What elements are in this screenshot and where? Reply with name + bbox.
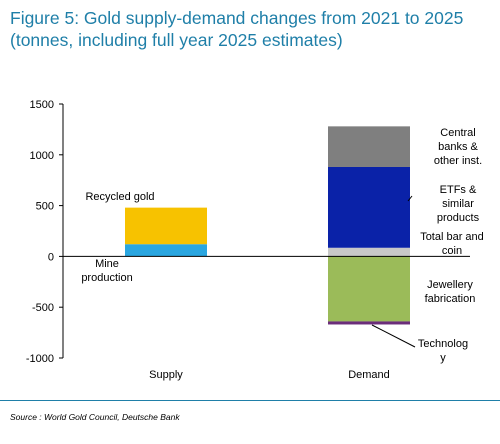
annotation-leader-technology — [371, 324, 416, 348]
annotation-leader-etf — [407, 195, 413, 202]
annotation-central-banks: Central banks & other inst. — [434, 127, 482, 167]
annotation-layer: Recycled gold Mine production Central banks … — [81, 127, 483, 364]
annotation-total-bar-coin: Total bar and coin — [420, 231, 484, 257]
bar-demand-jewellery-fabrication — [328, 256, 410, 322]
annotation-etfs: ETFs & similar products — [437, 184, 480, 224]
title-line-2: (tonnes, including full year 2025 estima… — [10, 30, 343, 50]
axes-layer: -1000 -500 0 500 1000 1500 Supply Demand — [26, 99, 470, 381]
y-tick-label: -1000 — [26, 353, 54, 365]
y-tick-label: 0 — [48, 251, 54, 263]
chart-title: Figure 5: Gold supply-demand changes fro… — [10, 7, 496, 51]
x-tick-label: Demand — [348, 369, 390, 381]
annotation-mine-production: Mine production — [81, 258, 132, 284]
bar-layer — [125, 126, 410, 325]
annotation-recycled-gold: Recycled gold — [85, 191, 154, 203]
source-note: Source : World Gold Council, Deutsche Ba… — [10, 412, 180, 422]
bar-demand-central-banks-other-inst — [328, 126, 410, 167]
y-tick-label: 1000 — [30, 150, 54, 162]
title-line-1: Figure 5: Gold supply-demand changes fro… — [10, 8, 464, 28]
annotation-jewellery: Jewellery fabrication — [425, 279, 476, 305]
y-tick-label: -500 — [32, 302, 54, 314]
y-tick-label: 1500 — [30, 99, 54, 111]
bar-supply-mine-production — [125, 244, 207, 257]
bar-demand-technology — [328, 321, 410, 325]
bar-supply-recycled-gold — [125, 207, 207, 245]
x-tick-label: Supply — [149, 369, 183, 381]
annotation-technology: Technolog y — [418, 338, 468, 364]
y-tick-label: 500 — [36, 201, 54, 213]
source-divider — [0, 400, 500, 401]
bar-demand-etfs-similar-products — [328, 166, 410, 248]
bar-demand-total-bar-and-coin — [328, 247, 410, 257]
